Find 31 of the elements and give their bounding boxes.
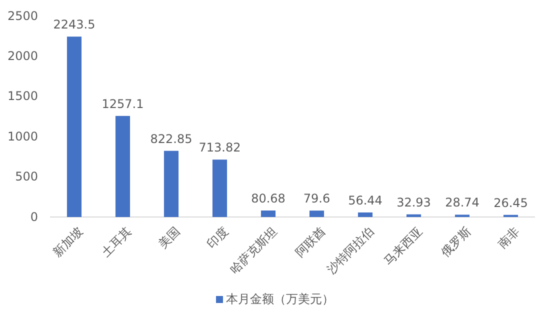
x-tick-label: 新加坡: [50, 224, 86, 260]
y-tick-label: 2000: [7, 49, 38, 64]
data-label: 28.74: [445, 196, 480, 210]
data-label: 822.85: [150, 132, 192, 146]
data-label: 80.68: [251, 192, 286, 206]
data-label: 79.6: [303, 192, 330, 206]
y-tick-label: 1000: [7, 129, 38, 144]
y-tick-label: 2500: [7, 8, 38, 23]
x-tick-label: 南非: [495, 224, 522, 252]
y-tick-label: 0: [30, 210, 38, 224]
data-label: 713.82: [198, 140, 241, 155]
bar: [66, 36, 82, 217]
y-tick-label: 1500: [7, 89, 38, 104]
y-tick-label: 500: [15, 170, 38, 184]
bar: [164, 150, 179, 217]
data-label: 32.93: [396, 195, 431, 210]
bar: [358, 212, 373, 217]
bar: [406, 214, 422, 217]
data-label: 56.44: [348, 193, 382, 208]
bar: [115, 116, 130, 217]
x-tick-label: 美国: [156, 224, 182, 252]
bar: [260, 210, 276, 217]
x-tick-label: 俄罗斯: [438, 224, 474, 260]
data-label: 1257.1: [102, 96, 144, 111]
legend-label: 本月金额（万美元）: [226, 292, 334, 306]
data-label: 2243.5: [53, 18, 96, 32]
x-tick-label: 马来西亚: [381, 224, 425, 268]
bar: [212, 160, 228, 217]
data-label: 26.45: [494, 196, 528, 210]
bar: [309, 210, 324, 217]
x-tick-label: 土耳其: [98, 224, 134, 260]
